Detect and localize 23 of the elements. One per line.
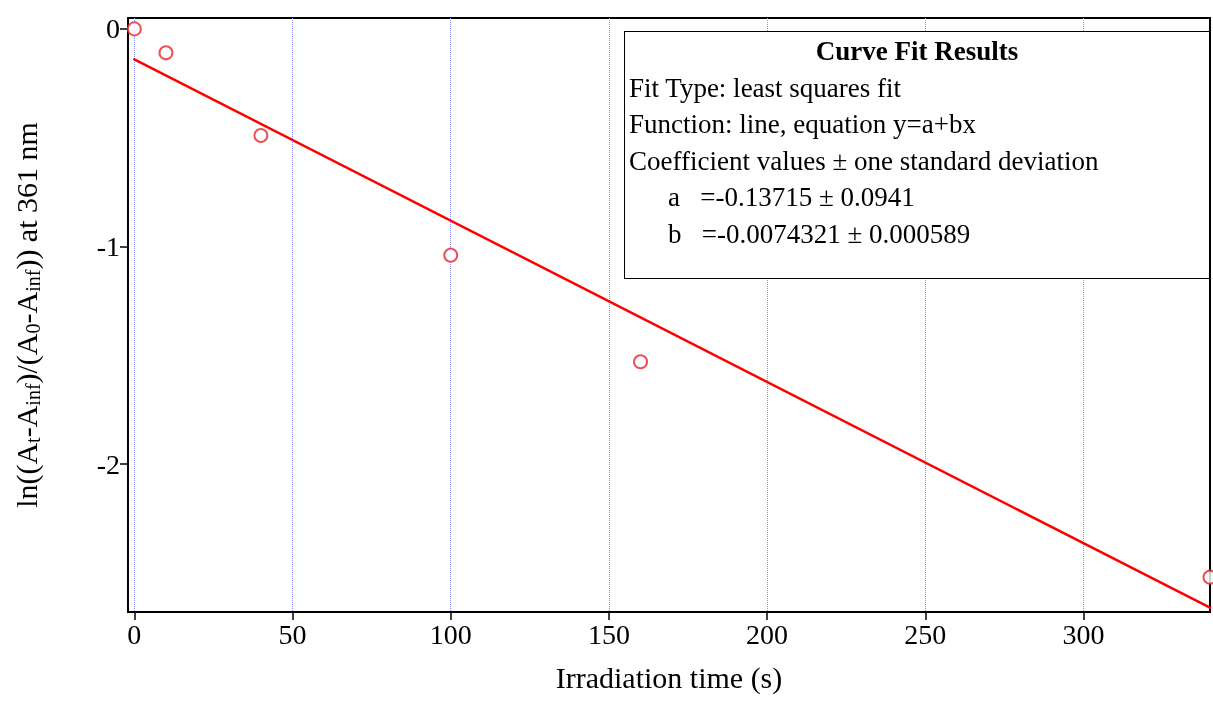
x-tick-label: 250 bbox=[904, 618, 947, 650]
annotation: Curve Fit Results bbox=[814, 35, 1020, 68]
annotation: b =-0.0074321 ± 0.000589 bbox=[668, 217, 971, 251]
annotation: Fit Type: least squares fit bbox=[629, 71, 902, 105]
x-tick-label: 300 bbox=[1062, 618, 1105, 650]
annotation: a =-0.13715 ± 0.0941 bbox=[668, 181, 915, 214]
point bbox=[158, 45, 174, 61]
x-tick-label: 200 bbox=[746, 618, 789, 650]
annotation: Coefficient values ± one standard deviation bbox=[629, 144, 1099, 178]
point bbox=[633, 354, 649, 370]
y-tick-label: -1 bbox=[96, 230, 120, 262]
point bbox=[443, 247, 459, 263]
x-tick-label: 150 bbox=[587, 618, 630, 650]
y-tick-label: 0 bbox=[106, 13, 120, 45]
text: ln((At-Ainf)/(A0-Ainf)) at 361 nm bbox=[9, 122, 44, 508]
x-tick-label: 100 bbox=[429, 618, 472, 650]
point bbox=[253, 128, 269, 143]
annotation: Function: line, equation y=a+bx bbox=[629, 108, 976, 141]
point bbox=[126, 21, 142, 37]
x-tick-label: 0 bbox=[127, 618, 142, 650]
y-tick-label: -2 bbox=[96, 448, 120, 480]
x-tick-label: 50 bbox=[278, 618, 307, 650]
x-axis-title: Irradiation time (s) bbox=[555, 660, 783, 695]
